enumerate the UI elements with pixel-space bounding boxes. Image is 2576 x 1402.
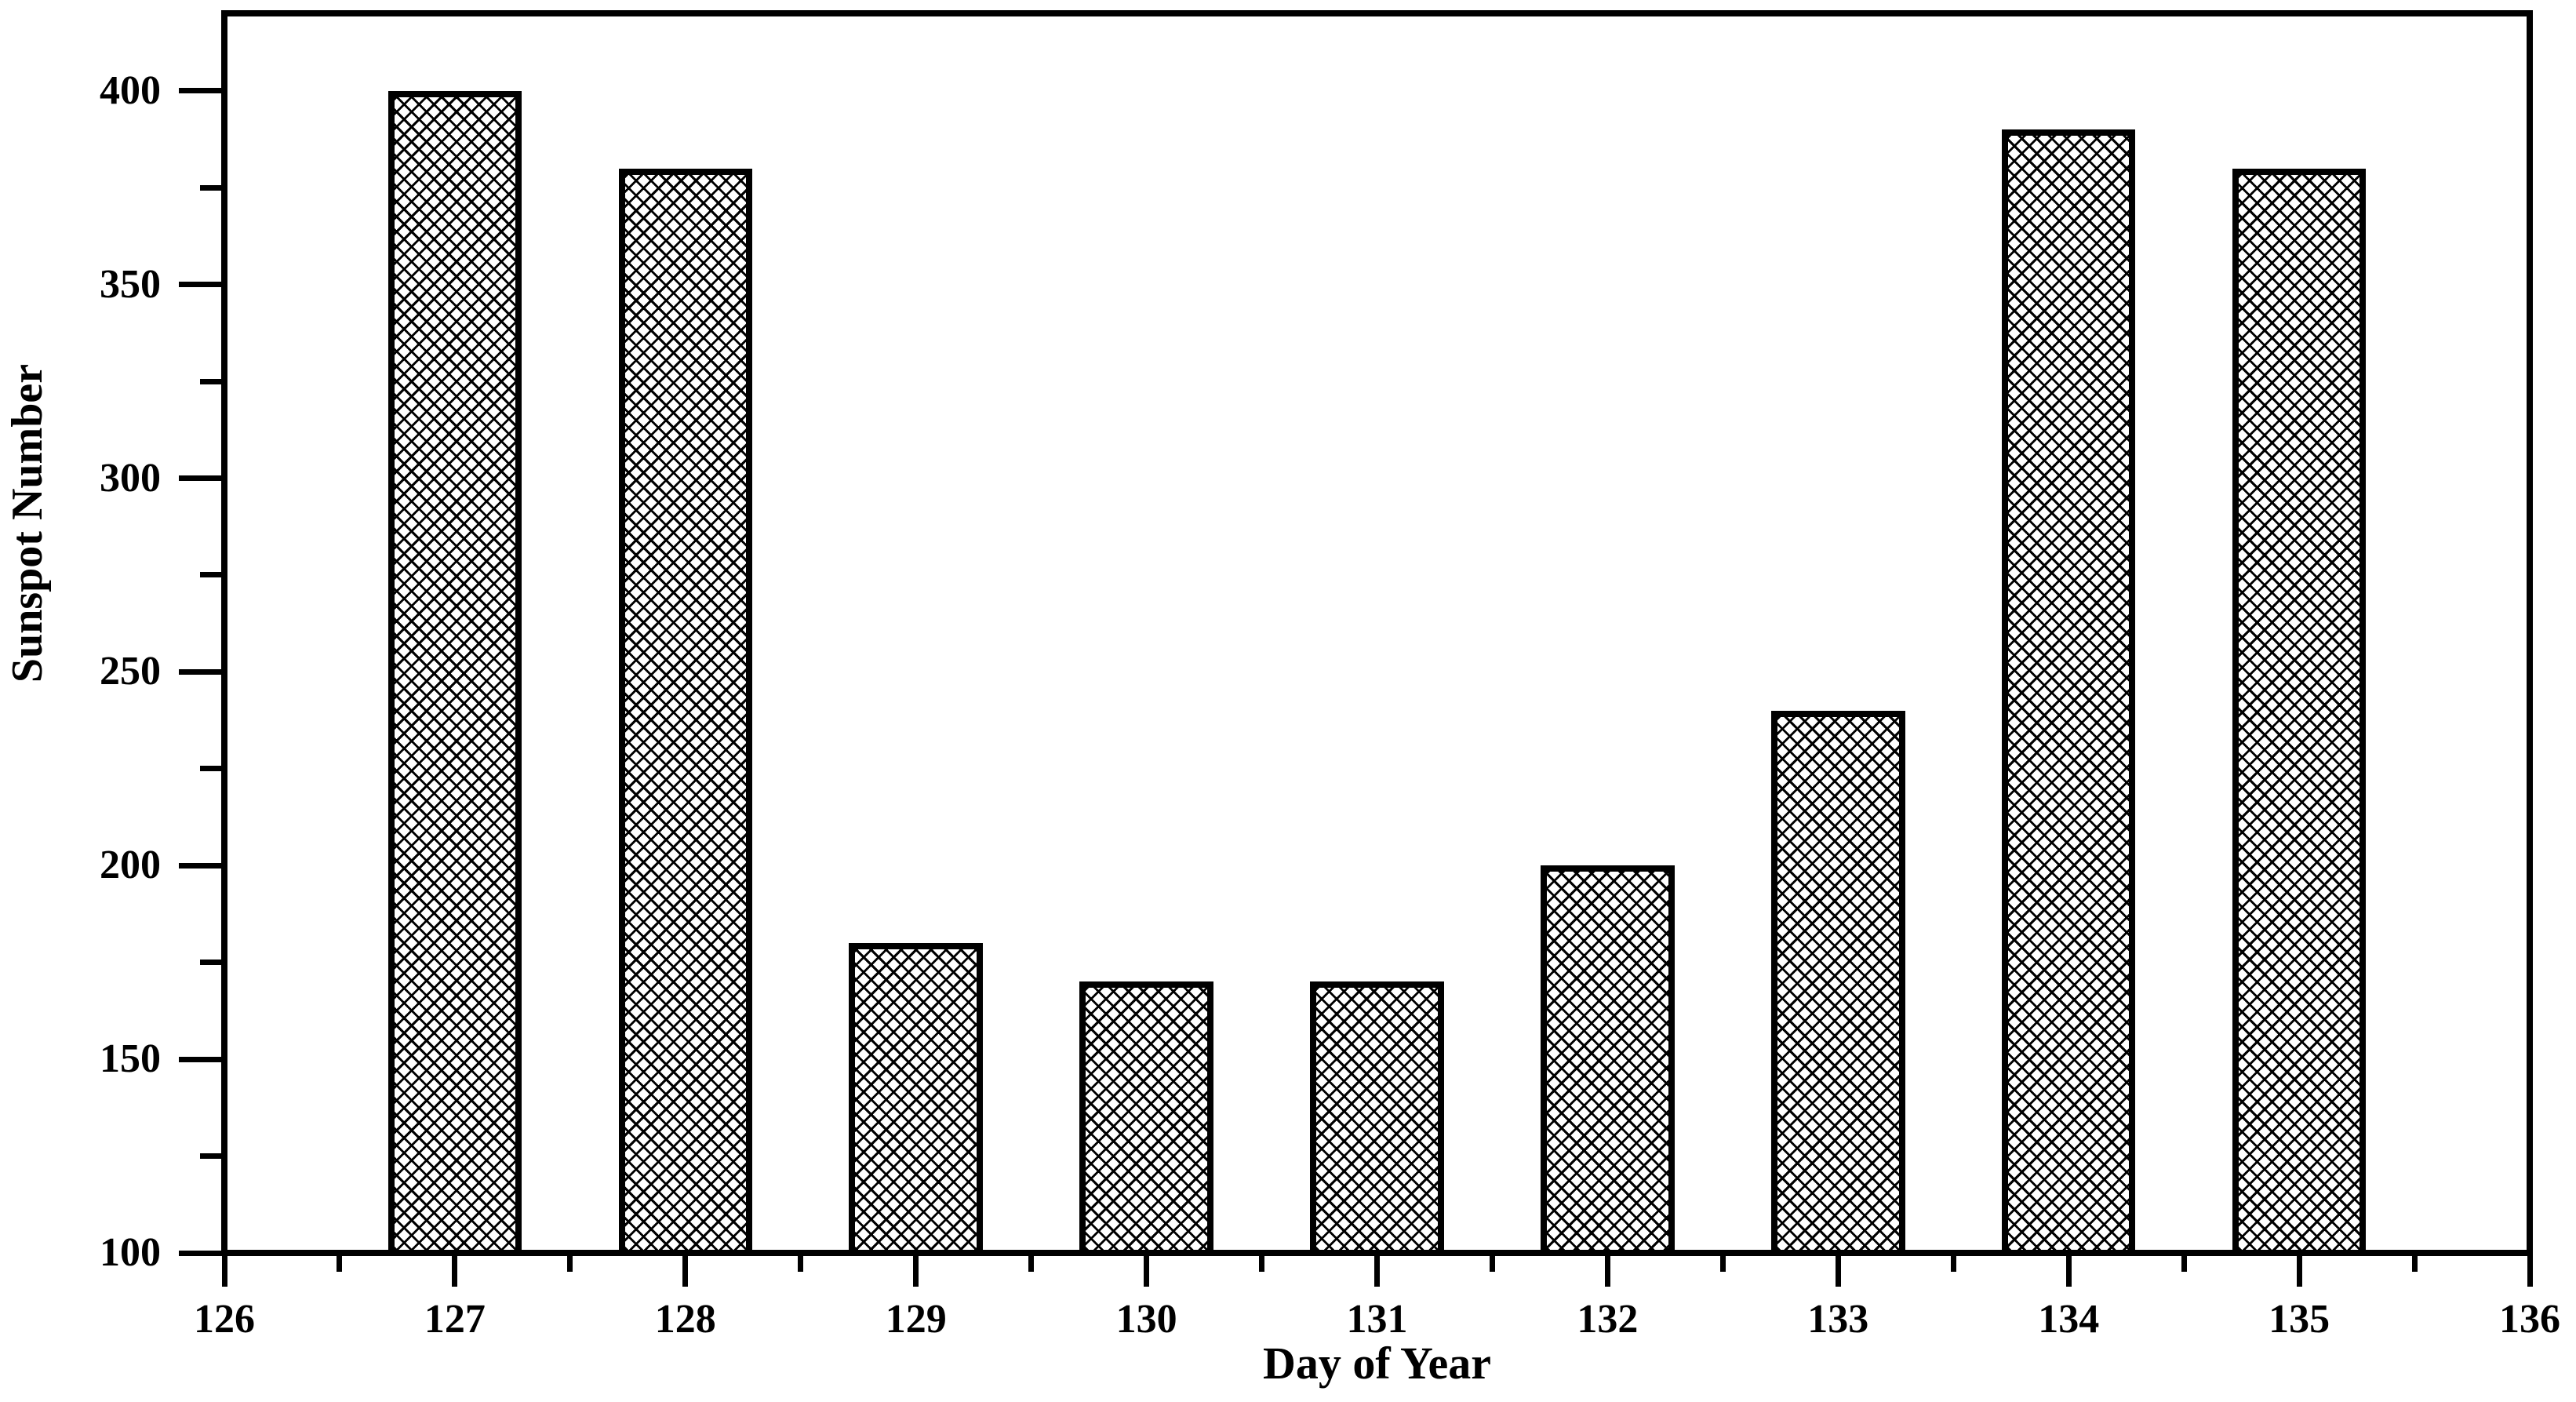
y-minor-tick-275	[200, 572, 221, 578]
y-tick-label-400: 400	[100, 67, 161, 113]
y-tick-label-350: 350	[100, 261, 161, 307]
x-major-tick-126	[221, 1256, 227, 1287]
x-major-tick-128	[682, 1256, 689, 1287]
x-tick-label-128: 128	[654, 1297, 716, 1342]
y-major-tick-100	[179, 1250, 221, 1256]
x-minor-tick-135.5	[2411, 1256, 2418, 1272]
x-tick-label-129: 129	[885, 1297, 947, 1342]
x-tick-label-134: 134	[2038, 1297, 2100, 1342]
bar-day-129	[849, 943, 983, 1256]
x-tick-label-126: 126	[194, 1297, 255, 1342]
x-minor-tick-130.5	[1259, 1256, 1265, 1272]
y-minor-tick-325	[200, 378, 221, 384]
x-major-tick-127	[452, 1256, 458, 1287]
y-major-tick-350	[179, 282, 221, 288]
x-major-tick-135	[2296, 1256, 2302, 1287]
y-major-tick-200	[179, 862, 221, 869]
y-tick-label-150: 150	[100, 1036, 161, 1082]
x-minor-tick-127.5	[567, 1256, 573, 1272]
x-minor-tick-133.5	[1950, 1256, 1956, 1272]
bar-day-132	[1541, 865, 1675, 1256]
x-major-tick-131	[1374, 1256, 1380, 1287]
x-tick-label-130: 130	[1115, 1297, 1177, 1342]
y-tick-label-100: 100	[100, 1230, 161, 1275]
y-minor-tick-375	[200, 184, 221, 191]
y-minor-tick-175	[200, 960, 221, 966]
bar-day-131	[1310, 981, 1444, 1256]
x-tick-label-135: 135	[2269, 1297, 2330, 1342]
x-major-tick-132	[1604, 1256, 1610, 1287]
x-tick-label-132: 132	[1577, 1297, 1639, 1342]
y-tick-label-250: 250	[100, 649, 161, 694]
x-tick-label-127: 127	[424, 1297, 486, 1342]
x-major-tick-130	[1144, 1256, 1150, 1287]
x-minor-tick-132.5	[1719, 1256, 1726, 1272]
bar-day-127	[387, 90, 522, 1256]
x-minor-tick-126.5	[337, 1256, 343, 1272]
y-major-tick-250	[179, 668, 221, 675]
x-minor-tick-128.5	[798, 1256, 804, 1272]
bar-day-134	[2001, 129, 2136, 1256]
x-major-tick-134	[2065, 1256, 2072, 1287]
bar-day-128	[618, 168, 753, 1256]
y-tick-label-300: 300	[100, 455, 161, 501]
x-minor-tick-131.5	[1489, 1256, 1495, 1272]
y-tick-label-200: 200	[100, 843, 161, 888]
x-minor-tick-134.5	[2181, 1256, 2187, 1272]
bar-day-130	[1079, 981, 1213, 1256]
x-tick-label-131: 131	[1346, 1297, 1408, 1342]
x-major-tick-133	[1835, 1256, 1841, 1287]
x-minor-tick-129.5	[1028, 1256, 1035, 1272]
y-major-tick-150	[179, 1056, 221, 1062]
x-tick-label-136: 136	[2499, 1297, 2560, 1342]
bar-day-135	[2232, 168, 2367, 1256]
y-major-tick-300	[179, 475, 221, 481]
x-axis-title: Day of Year	[1263, 1338, 1491, 1389]
y-minor-tick-225	[200, 766, 221, 772]
x-tick-label-133: 133	[1807, 1297, 1869, 1342]
x-major-tick-136	[2527, 1256, 2533, 1287]
bar-day-133	[1771, 710, 1905, 1256]
y-major-tick-400	[179, 88, 221, 94]
x-major-tick-129	[913, 1256, 919, 1287]
y-minor-tick-125	[200, 1153, 221, 1160]
